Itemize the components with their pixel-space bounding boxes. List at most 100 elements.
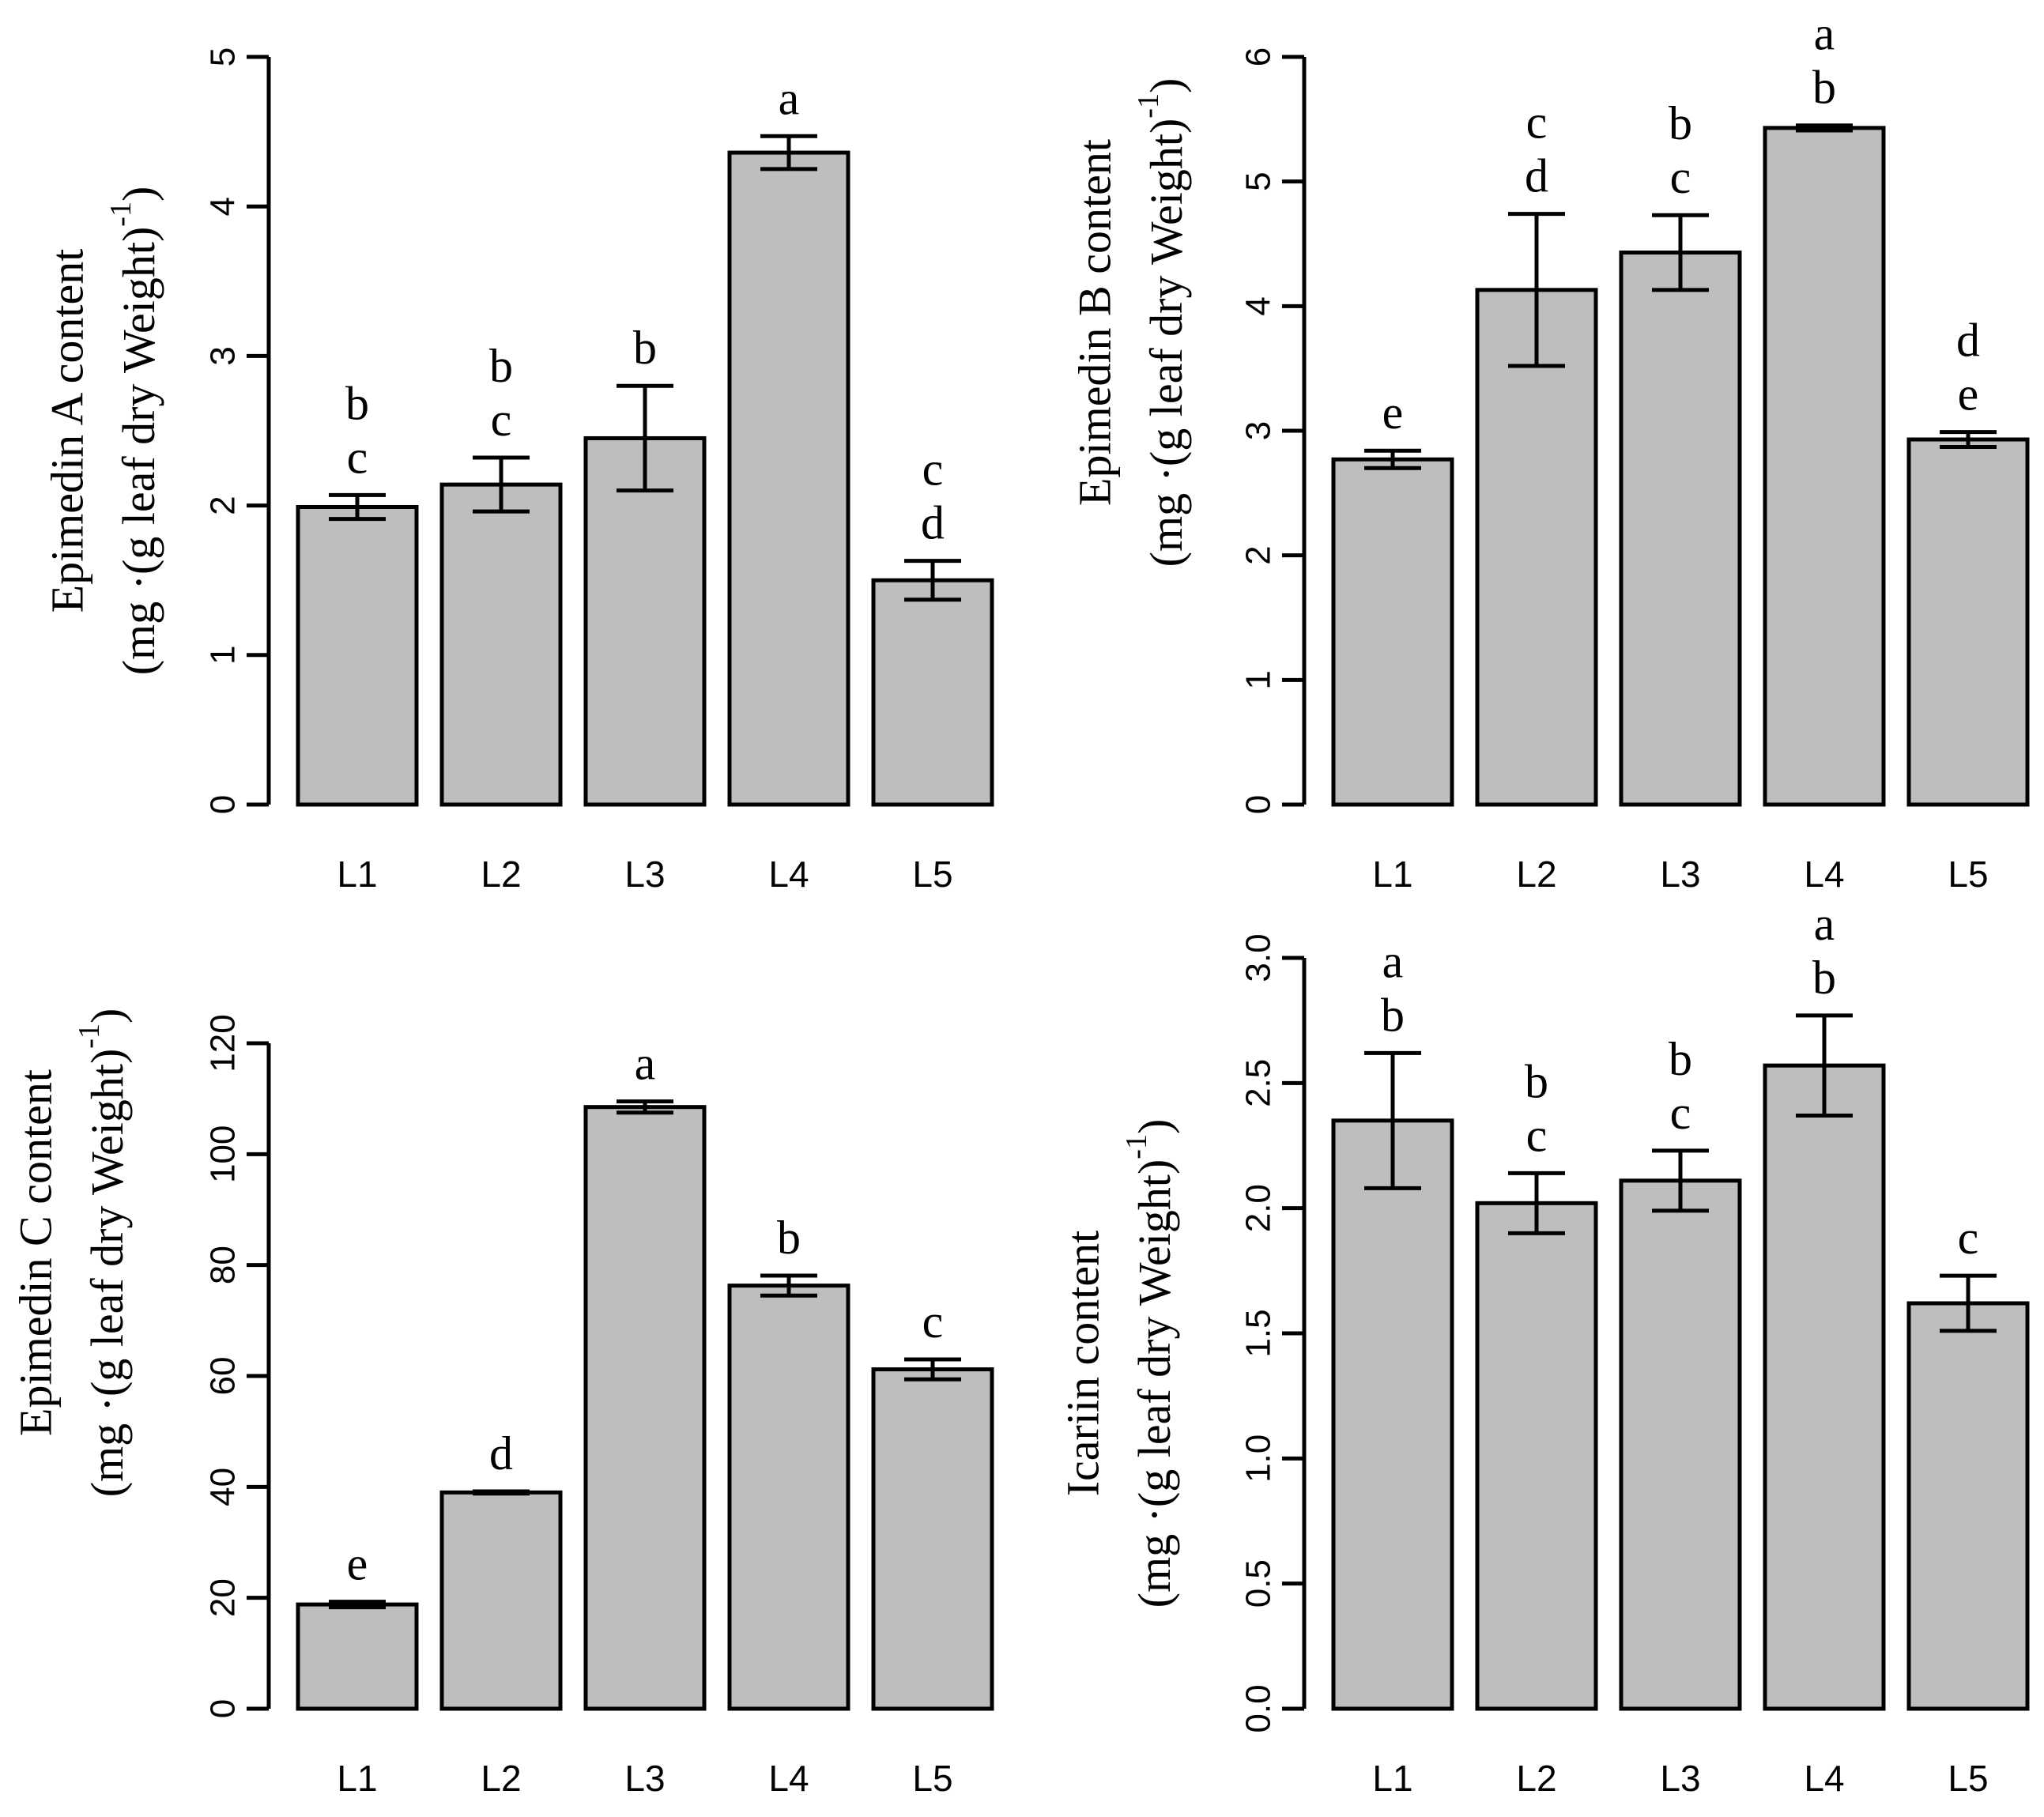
bar-l4	[727, 150, 850, 807]
y-tick-label: 2.5	[1239, 1059, 1278, 1107]
significance-letter: a	[1382, 935, 1404, 987]
x-tick-label: L4	[1804, 1758, 1844, 1799]
y-tick-label: 1	[1239, 670, 1278, 689]
bar-l5	[1906, 437, 2030, 807]
bar-l3	[583, 1105, 707, 1711]
x-tick-label: L1	[337, 1758, 377, 1799]
x-tick-label: L5	[1948, 1758, 1988, 1799]
y-tick-label: 3	[204, 346, 243, 365]
x-tick-label: L4	[768, 1758, 809, 1799]
x-tick-label: L1	[1372, 1758, 1412, 1799]
y-tick-label: 2.0	[1239, 1184, 1278, 1232]
bar-l1	[1331, 457, 1454, 807]
y-axis-title: Epimedin B content	[1069, 139, 1121, 506]
bar-l1	[1331, 1118, 1454, 1711]
significance-letter: b	[489, 340, 513, 392]
bar-l2	[439, 482, 563, 807]
y-axis-unit: (mg ·(g leaf dry Weight)-1)	[1132, 78, 1192, 567]
x-tick-label: L2	[481, 1758, 521, 1799]
bar-l4	[727, 1284, 850, 1711]
significance-letter: b	[633, 322, 657, 374]
y-axis-unit: (mg ·(g leaf dry Weight)-1)	[104, 187, 164, 676]
bar-l3	[1619, 1178, 1742, 1711]
y-tick-label: 1	[204, 646, 243, 665]
significance-letter: c	[1526, 1109, 1548, 1161]
x-tick-label: L1	[337, 854, 377, 895]
y-tick-label: 0.5	[1239, 1559, 1278, 1608]
bar-l5	[871, 1367, 994, 1711]
bar-l3	[1619, 251, 1742, 807]
y-axis-unit: (mg ·(g leaf dry Weight)-1)	[1120, 1119, 1180, 1608]
y-tick-label: 60	[204, 1357, 243, 1396]
y-tick-label: 1.0	[1239, 1434, 1278, 1483]
significance-letter: a	[779, 72, 800, 124]
significance-letter: b	[1669, 1033, 1692, 1085]
significance-letter: c	[491, 394, 512, 446]
bar-l4	[1763, 1063, 1886, 1711]
significance-letter: b	[345, 377, 369, 429]
significance-letter: d	[1525, 150, 1548, 202]
significance-letter: c	[347, 431, 368, 483]
significance-letter: a	[635, 1038, 656, 1090]
bar-l3	[583, 435, 707, 807]
significance-letter: b	[1812, 952, 1836, 1004]
y-tick-label: 2	[204, 496, 243, 515]
x-tick-label: L3	[1660, 854, 1700, 895]
significance-letter: e	[347, 1538, 368, 1590]
panel-epimedin-b: 0 1 2 3 4 5 6 Epimedin B content (mg ·(g leaf dr…	[1069, 8, 2030, 895]
x-tick-label: L2	[1516, 1758, 1556, 1799]
bar-l4	[1763, 126, 1886, 807]
significance-letter: c	[922, 443, 944, 496]
y-tick-label: 0	[204, 795, 243, 814]
significance-letter: b	[1381, 989, 1405, 1041]
x-tick-label: L3	[1660, 1758, 1700, 1799]
bar-l2	[1475, 288, 1598, 807]
y-tick-label: 40	[204, 1468, 243, 1506]
x-tick-label: L3	[624, 854, 665, 895]
y-axis-title: Icariin content	[1058, 1231, 1109, 1497]
significance-letter: d	[921, 497, 945, 549]
y-axis-title: Epimedin C content	[10, 1069, 62, 1436]
significance-letter: c	[1670, 151, 1691, 203]
significance-letter: c	[1670, 1087, 1691, 1139]
y-tick-label: 3.0	[1239, 933, 1278, 982]
significance-letter: a	[1814, 898, 1835, 950]
y-axis-title: Epimedin A content	[42, 249, 93, 613]
bar-l2	[439, 1490, 563, 1711]
significance-letter: b	[777, 1212, 801, 1264]
bar-l1	[296, 1602, 419, 1711]
y-tick-label: 0	[1239, 795, 1278, 814]
significance-letter: c	[1958, 1212, 1979, 1264]
significance-letter: b	[1812, 62, 1836, 114]
x-tick-label: L5	[912, 1758, 952, 1799]
y-tick-label: 80	[204, 1246, 243, 1284]
y-tick-label: 5	[204, 47, 243, 66]
bar-l2	[1475, 1201, 1598, 1711]
y-tick-label: 0.0	[1239, 1684, 1278, 1732]
significance-letter: d	[489, 1427, 513, 1480]
significance-letter: b	[1669, 97, 1692, 149]
x-tick-label: L5	[912, 854, 952, 895]
x-tick-label: L2	[1516, 854, 1556, 895]
y-axis-unit: (mg ·(g leaf dry Weight)-1)	[73, 1008, 133, 1498]
y-tick-label: 4	[204, 197, 243, 216]
significance-letter: b	[1525, 1055, 1548, 1107]
y-tick-label: 6	[1239, 47, 1278, 66]
y-tick-label: 120	[204, 1014, 243, 1072]
bar-l1	[296, 504, 419, 807]
x-tick-label: L2	[481, 854, 521, 895]
y-tick-label: 3	[1239, 421, 1278, 440]
y-tick-label: 5	[1239, 172, 1278, 190]
y-tick-label: 2	[1239, 545, 1278, 564]
significance-letter: c	[1526, 96, 1548, 149]
panel-epimedin-a: 0 1 2 3 4 5 Epimedin A content (mg ·(g leaf dry…	[42, 47, 994, 895]
significance-letter: e	[1382, 386, 1404, 439]
panel-epimedin-c: 0 20 40 60 80 100 120 Epimedin C content (mg ·(g…	[10, 1008, 994, 1799]
x-tick-label: L5	[1948, 854, 1988, 895]
x-tick-label: L4	[768, 854, 809, 895]
bar-l5	[1906, 1301, 2030, 1711]
y-tick-label: 0	[204, 1699, 243, 1718]
panel-icariin: 0.0 0.5 1.0 1.5 2.0 2.5 3.0 Icariin content (mg …	[1058, 898, 2030, 1799]
y-tick-label: 4	[1239, 296, 1278, 315]
